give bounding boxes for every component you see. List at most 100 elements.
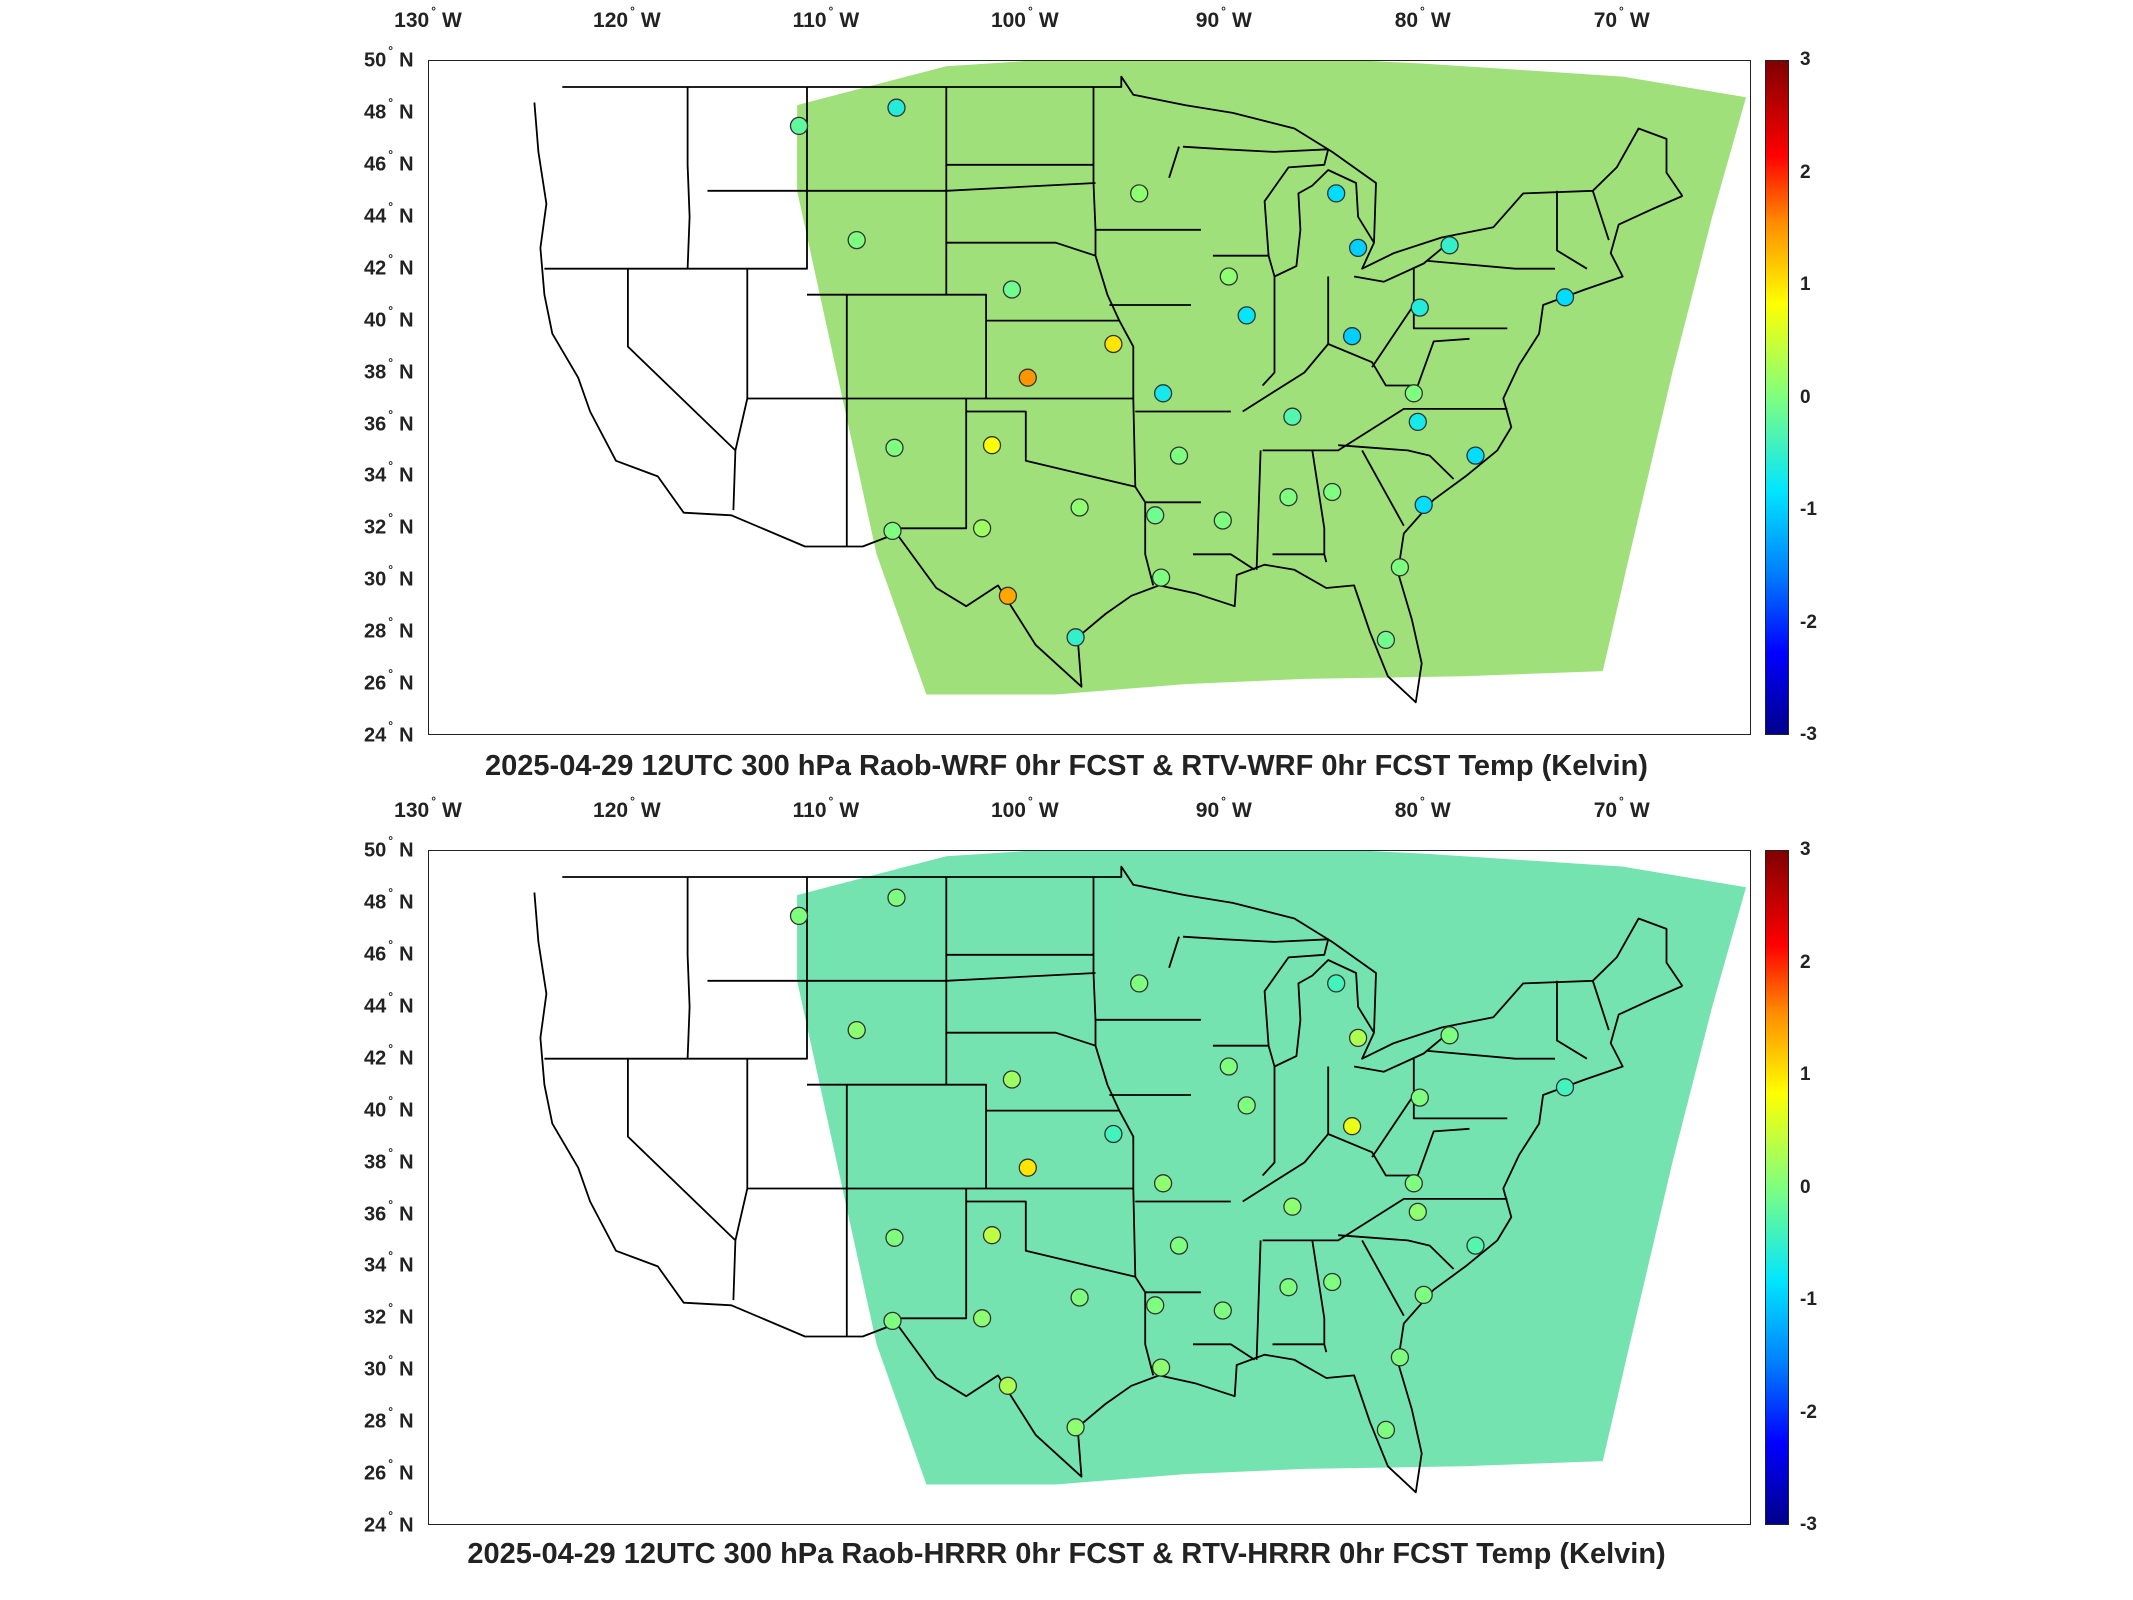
raob-station-marker: [1151, 1358, 1171, 1377]
raob-station-marker: [1323, 1272, 1342, 1292]
state-boundary: [1371, 304, 1415, 368]
state-boundary: [1262, 407, 1508, 452]
latitude-tick-label: 28 ° N: [364, 1404, 414, 1433]
raob-station-marker: [1390, 1348, 1410, 1367]
state-boundary: [626, 268, 737, 452]
latitude-tick-label: 32 ° N: [364, 1300, 414, 1329]
colorbar-tick-label: -2: [1800, 611, 1817, 633]
state-boundary: [946, 1031, 1096, 1047]
raob-station-marker: [883, 521, 902, 541]
state-boundary: [1182, 935, 1375, 1068]
state-boundary: [807, 1083, 987, 1189]
raob-station-marker: [1466, 1236, 1485, 1255]
coastline: [533, 892, 1683, 1494]
conus-map: [533, 851, 1746, 1494]
state-boundary: [1591, 190, 1610, 241]
state-boundary: [732, 268, 749, 511]
longitude-tick-label: 90 ° W: [1195, 794, 1252, 822]
state-boundary: [732, 1058, 749, 1301]
raob-station-marker: [1440, 1026, 1459, 1045]
colorbar-tick-label: -3: [1800, 724, 1817, 745]
state-boundary: [626, 1058, 737, 1242]
raob-station-marker: [972, 1309, 992, 1328]
state-boundary: [1353, 244, 1447, 283]
raob-station-marker: [1104, 334, 1123, 354]
state-boundary: [946, 241, 1096, 257]
colorbar-tick-label: -1: [1800, 1289, 1817, 1310]
raob-station-marker: [1555, 288, 1575, 307]
colorbar-tick-label: -2: [1800, 1401, 1817, 1423]
latitude-tick-label: 46 ° N: [364, 147, 414, 176]
state-boundary: [1311, 1240, 1328, 1353]
state-boundary: [1338, 444, 1455, 480]
raob-station-marker: [1376, 630, 1396, 650]
state-boundary: [966, 410, 1136, 488]
state-boundary: [1427, 260, 1555, 270]
state-boundary: [1412, 1058, 1508, 1120]
latitude-tick-label: 44 ° N: [364, 989, 414, 1018]
latitude-tick-label: 46 ° N: [364, 937, 414, 966]
raob-station-marker: [972, 519, 992, 538]
raob-station-marker: [1066, 628, 1085, 647]
raob-station-marker: [1555, 1078, 1575, 1097]
latitude-tick-label: 26 ° N: [364, 1456, 414, 1485]
longitude-tick-label: 100 ° W: [990, 794, 1059, 822]
state-boundary: [966, 1200, 1136, 1278]
raob-station-marker: [1408, 1202, 1427, 1222]
longitude-tick-label: 80 ° W: [1394, 794, 1451, 822]
raob-station-marker: [1153, 384, 1173, 403]
longitude-tick-label: 120 ° W: [593, 794, 661, 822]
map-panel-raob-hrrr: 130 ° W 120 ° W 110 ° W 100 ° W 90 ° W 80 ° W 70 ° W 50 ° N 48 °…: [0, 790, 2133, 1600]
longitude-tick-label: 120 ° W: [593, 4, 661, 32]
raob-station-marker: [1130, 974, 1149, 993]
colorbar: [1765, 60, 1789, 735]
latitude-tick-label: 38 ° N: [364, 355, 414, 383]
raob-station-marker: [887, 888, 906, 907]
raob-station-marker: [1404, 384, 1423, 403]
colorbar-tick-label: 3: [1800, 49, 1811, 70]
colorbar-tick-label: -1: [1800, 499, 1817, 520]
raob-station-marker: [1153, 1174, 1173, 1193]
latitude-tick-label: 40 ° N: [364, 1093, 414, 1121]
state-boundary: [1591, 980, 1610, 1031]
state-boundary: [1261, 1066, 1276, 1177]
raob-station-marker: [847, 230, 866, 250]
coastline: [533, 102, 1683, 704]
raob-station-marker: [998, 586, 1018, 605]
raob-station-marker: [1279, 488, 1298, 507]
state-boundary: [1193, 1343, 1256, 1361]
state-boundary: [807, 293, 987, 399]
raob-station-marker: [1414, 1285, 1433, 1305]
raob-station-marker: [1169, 446, 1189, 465]
state-boundary: [686, 877, 691, 1059]
raob-station-marker: [789, 906, 809, 926]
state-boundary: [1092, 87, 1135, 399]
longitude-tick-label: 100 ° W: [990, 4, 1059, 32]
latitude-tick-label: 30 ° N: [364, 562, 414, 591]
model-coverage-field: [797, 61, 1746, 695]
raob-station-marker: [1342, 1117, 1362, 1136]
longitude-tick-label: 110 ° W: [792, 794, 860, 822]
latitude-tick-label: 42 ° N: [364, 1041, 414, 1070]
state-boundary: [1338, 1234, 1455, 1270]
raob-station-marker: [982, 436, 1002, 455]
raob-station-marker: [1213, 511, 1232, 530]
raob-station-marker: [1283, 1197, 1302, 1216]
raob-station-marker: [1342, 327, 1362, 346]
latitude-tick-label: 24 ° N: [364, 1508, 414, 1537]
raob-station-marker: [1279, 1278, 1298, 1297]
raob-station-marker: [1104, 1124, 1123, 1144]
raob-station-marker: [1070, 498, 1089, 517]
colorbar-tick-label: 0: [1800, 386, 1811, 408]
raob-station-marker: [1348, 1028, 1368, 1048]
raob-station-marker: [1213, 1301, 1232, 1320]
raob-station-marker: [1327, 184, 1346, 203]
model-coverage-field: [797, 851, 1746, 1485]
colorbar-tick-label: 1: [1800, 274, 1811, 295]
raob-station-marker: [1410, 298, 1429, 317]
colorbar: [1765, 850, 1789, 1525]
colorbar-tick-label: 3: [1800, 839, 1811, 860]
state-boundary: [1132, 398, 1155, 586]
state-boundary: [1311, 450, 1328, 563]
latitude-tick-label: 26 ° N: [364, 666, 414, 695]
